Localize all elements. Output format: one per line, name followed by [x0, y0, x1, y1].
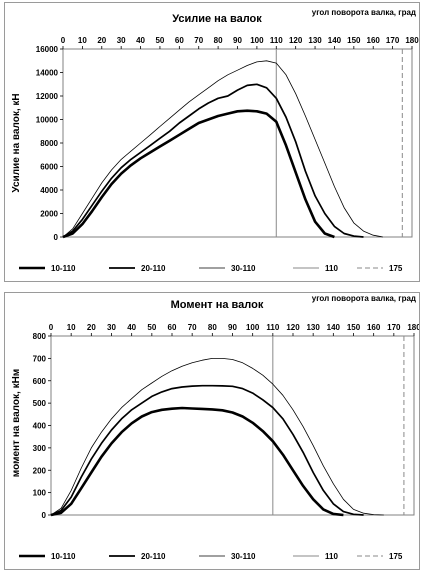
x-tick-label: 170: [387, 323, 401, 332]
x-tick-label: 120: [286, 323, 300, 332]
top-axis-label: угол поворота валка, град: [312, 8, 416, 17]
series-line-20-110: [62, 83, 364, 238]
legend-label: 30-110: [231, 264, 256, 273]
y-tick-label: 8000: [40, 139, 58, 148]
x-tick-label: 80: [208, 323, 217, 332]
top-axis-label: угол поворота валка, град: [312, 294, 416, 303]
chart-title: Усилие на валок: [172, 13, 262, 25]
y-tick-label: 0: [42, 511, 47, 520]
y-axis-label: Усилие на валок, кН: [11, 93, 22, 192]
x-tick-label: 100: [250, 36, 264, 45]
series-line-30-110: [62, 60, 383, 238]
x-tick-label: 70: [194, 36, 203, 45]
y-tick-label: 800: [33, 332, 47, 341]
x-tick-label: 40: [136, 36, 145, 45]
legend-label: 110: [325, 264, 338, 273]
legend-label: 175: [389, 264, 403, 273]
x-tick-label: 100: [246, 323, 260, 332]
legend-label: 20-110: [141, 552, 166, 561]
y-tick-label: 12000: [36, 92, 59, 101]
series-line-10-110: [50, 406, 344, 517]
series-line-20-110: [50, 384, 364, 516]
x-tick-label: 110: [266, 323, 279, 332]
legend-label: 10-110: [51, 552, 76, 561]
x-tick-label: 180: [407, 323, 419, 332]
x-tick-label: 70: [188, 323, 197, 332]
y-tick-label: 300: [33, 444, 47, 453]
x-tick-label: 0: [49, 323, 54, 332]
y-tick-label: 14000: [36, 69, 59, 78]
x-tick-label: 150: [347, 323, 361, 332]
chart-title: Момент на валок: [171, 299, 264, 311]
x-tick-label: 10: [67, 323, 76, 332]
x-tick-label: 140: [328, 36, 342, 45]
force-chart: Усилие на валок угол поворота валка, гра…: [11, 8, 419, 273]
legend-label: 110: [325, 552, 338, 561]
x-tick-label: 170: [386, 36, 400, 45]
plot-area: [62, 48, 413, 238]
y-tick-label: 0: [54, 233, 59, 242]
y-tick-label: 700: [33, 354, 47, 363]
legend-label: 175: [389, 552, 403, 561]
x-tick-label: 90: [233, 36, 242, 45]
chart-panel-force: Усилие на валок угол поворота валка, гра…: [4, 2, 420, 282]
y-tick-label: 10000: [36, 116, 59, 125]
x-tick-label: 90: [228, 323, 237, 332]
x-tick-label: 140: [327, 323, 341, 332]
chart-panel-moment: Момент на валок угол поворота валка, гра…: [4, 292, 420, 570]
x-tick-label: 120: [289, 36, 303, 45]
moment-chart: Момент на валок угол поворота валка, гра…: [11, 294, 419, 561]
x-tick-label: 50: [147, 323, 156, 332]
y-axis-label: момент на валок, кНм: [11, 369, 22, 477]
series-line-30-110: [50, 358, 384, 516]
x-tick-label: 50: [155, 36, 164, 45]
x-tick-label: 60: [168, 323, 177, 332]
x-tick-label: 130: [306, 323, 320, 332]
series-line-10-110: [62, 109, 335, 239]
y-tick-label: 500: [33, 399, 47, 408]
legend-label: 20-110: [141, 264, 166, 273]
x-tick-label: 20: [87, 323, 96, 332]
y-tick-label: 600: [33, 377, 47, 386]
legend-label: 10-110: [51, 264, 76, 273]
y-tick-label: 400: [33, 422, 47, 431]
x-tick-label: 110: [270, 36, 283, 45]
x-tick-label: 160: [367, 323, 381, 332]
x-tick-label: 20: [97, 36, 106, 45]
x-tick-label: 180: [405, 36, 419, 45]
plot-area: [50, 335, 415, 516]
x-tick-label: 130: [308, 36, 322, 45]
x-tick-label: 150: [347, 36, 361, 45]
y-tick-label: 16000: [36, 45, 59, 54]
y-tick-label: 6000: [40, 163, 58, 172]
x-tick-label: 10: [78, 36, 87, 45]
x-tick-label: 0: [61, 36, 66, 45]
y-tick-label: 4000: [40, 186, 58, 195]
x-tick-label: 80: [214, 36, 223, 45]
x-tick-label: 30: [117, 36, 126, 45]
y-tick-label: 100: [33, 489, 47, 498]
x-tick-label: 160: [367, 36, 381, 45]
legend-label: 30-110: [231, 552, 256, 561]
x-tick-label: 30: [107, 323, 116, 332]
y-tick-label: 2000: [40, 210, 58, 219]
x-tick-label: 60: [175, 36, 184, 45]
x-tick-label: 40: [127, 323, 136, 332]
y-tick-label: 200: [33, 466, 47, 475]
